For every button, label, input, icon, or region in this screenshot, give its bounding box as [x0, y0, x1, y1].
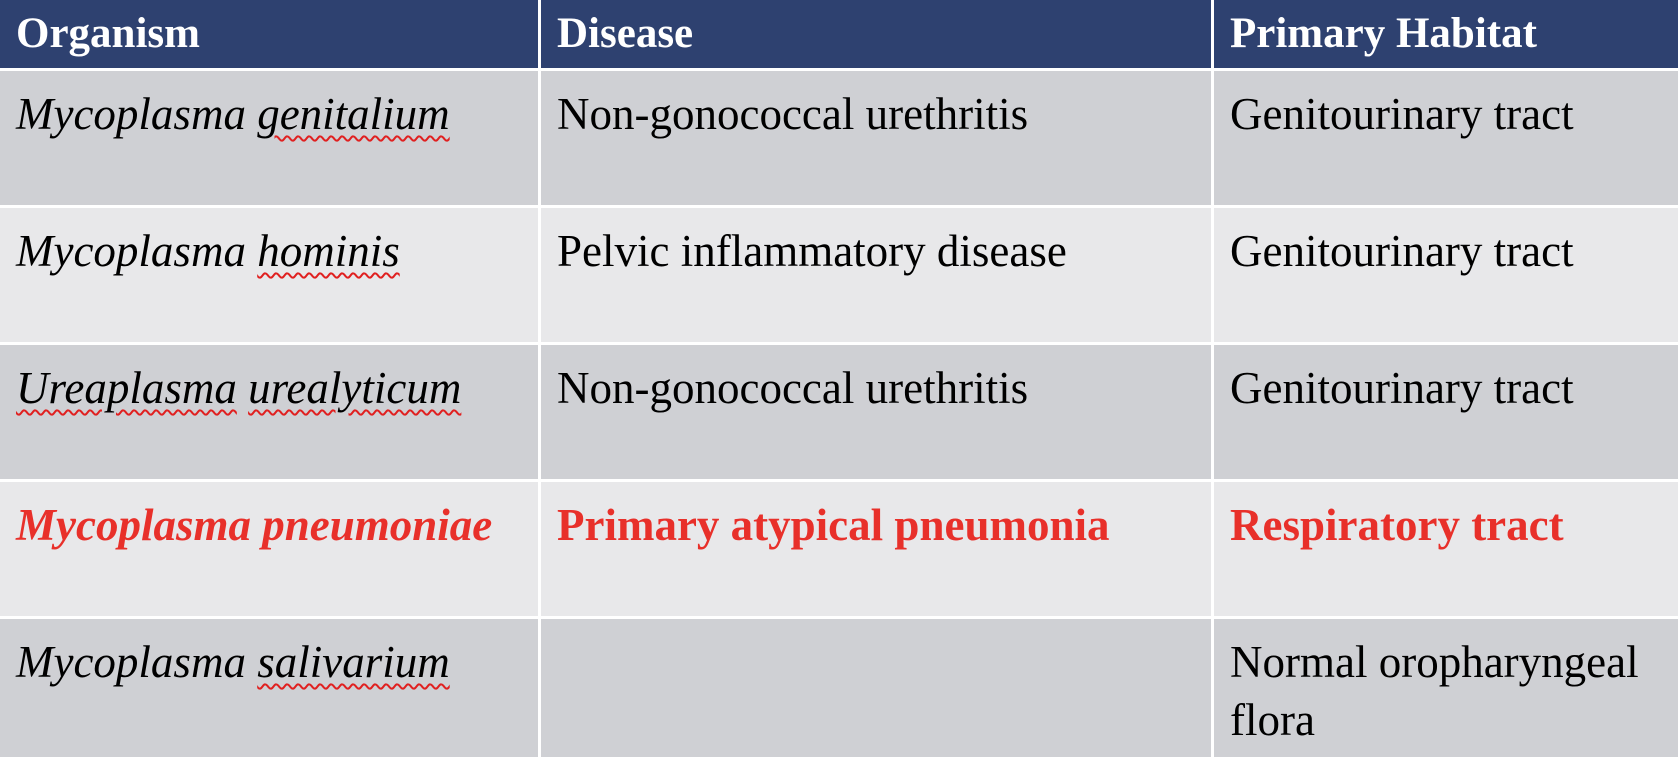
header-organism: Organism — [0, 0, 538, 68]
organism-genus: Mycoplasma — [16, 637, 246, 687]
organism-cell-highlighted: Mycoplasma pneumoniae — [0, 482, 538, 616]
organism-species: salivarium — [257, 637, 450, 687]
disease-cell: Non-gonococcal urethritis — [541, 71, 1211, 205]
organism-cell: Mycoplasma genitalium — [0, 71, 538, 205]
habitat-cell: Normal oropharyngeal flora — [1214, 619, 1678, 757]
organism-cell: Mycoplasma hominis — [0, 208, 538, 342]
disease-cell-highlighted: Primary atypical pneumonia — [541, 482, 1211, 616]
habitat-cell-highlighted: Respiratory tract — [1214, 482, 1678, 616]
header-primary-habitat: Primary Habitat — [1214, 0, 1678, 68]
habitat-cell: Genitourinary tract — [1214, 71, 1678, 205]
disease-cell: Non-gonococcal urethritis — [541, 345, 1211, 479]
organism-genus: Mycoplasma — [16, 226, 246, 276]
organism-genus: Ureaplasma — [16, 363, 237, 413]
disease-cell: Pelvic inflammatory disease — [541, 208, 1211, 342]
organism-cell: Mycoplasma salivarium — [0, 619, 538, 757]
organism-species: pneumoniae — [262, 500, 493, 550]
organism-genus: Mycoplasma — [16, 500, 251, 550]
organism-species: hominis — [257, 226, 400, 276]
habitat-cell: Genitourinary tract — [1214, 208, 1678, 342]
habitat-cell: Genitourinary tract — [1214, 345, 1678, 479]
disease-cell-empty — [541, 619, 1211, 757]
organism-cell: Ureaplasma urealyticum — [0, 345, 538, 479]
organism-species: genitalium — [257, 89, 450, 139]
organism-genus: Mycoplasma — [16, 89, 246, 139]
organism-species: urealyticum — [248, 363, 462, 413]
header-disease: Disease — [541, 0, 1211, 68]
